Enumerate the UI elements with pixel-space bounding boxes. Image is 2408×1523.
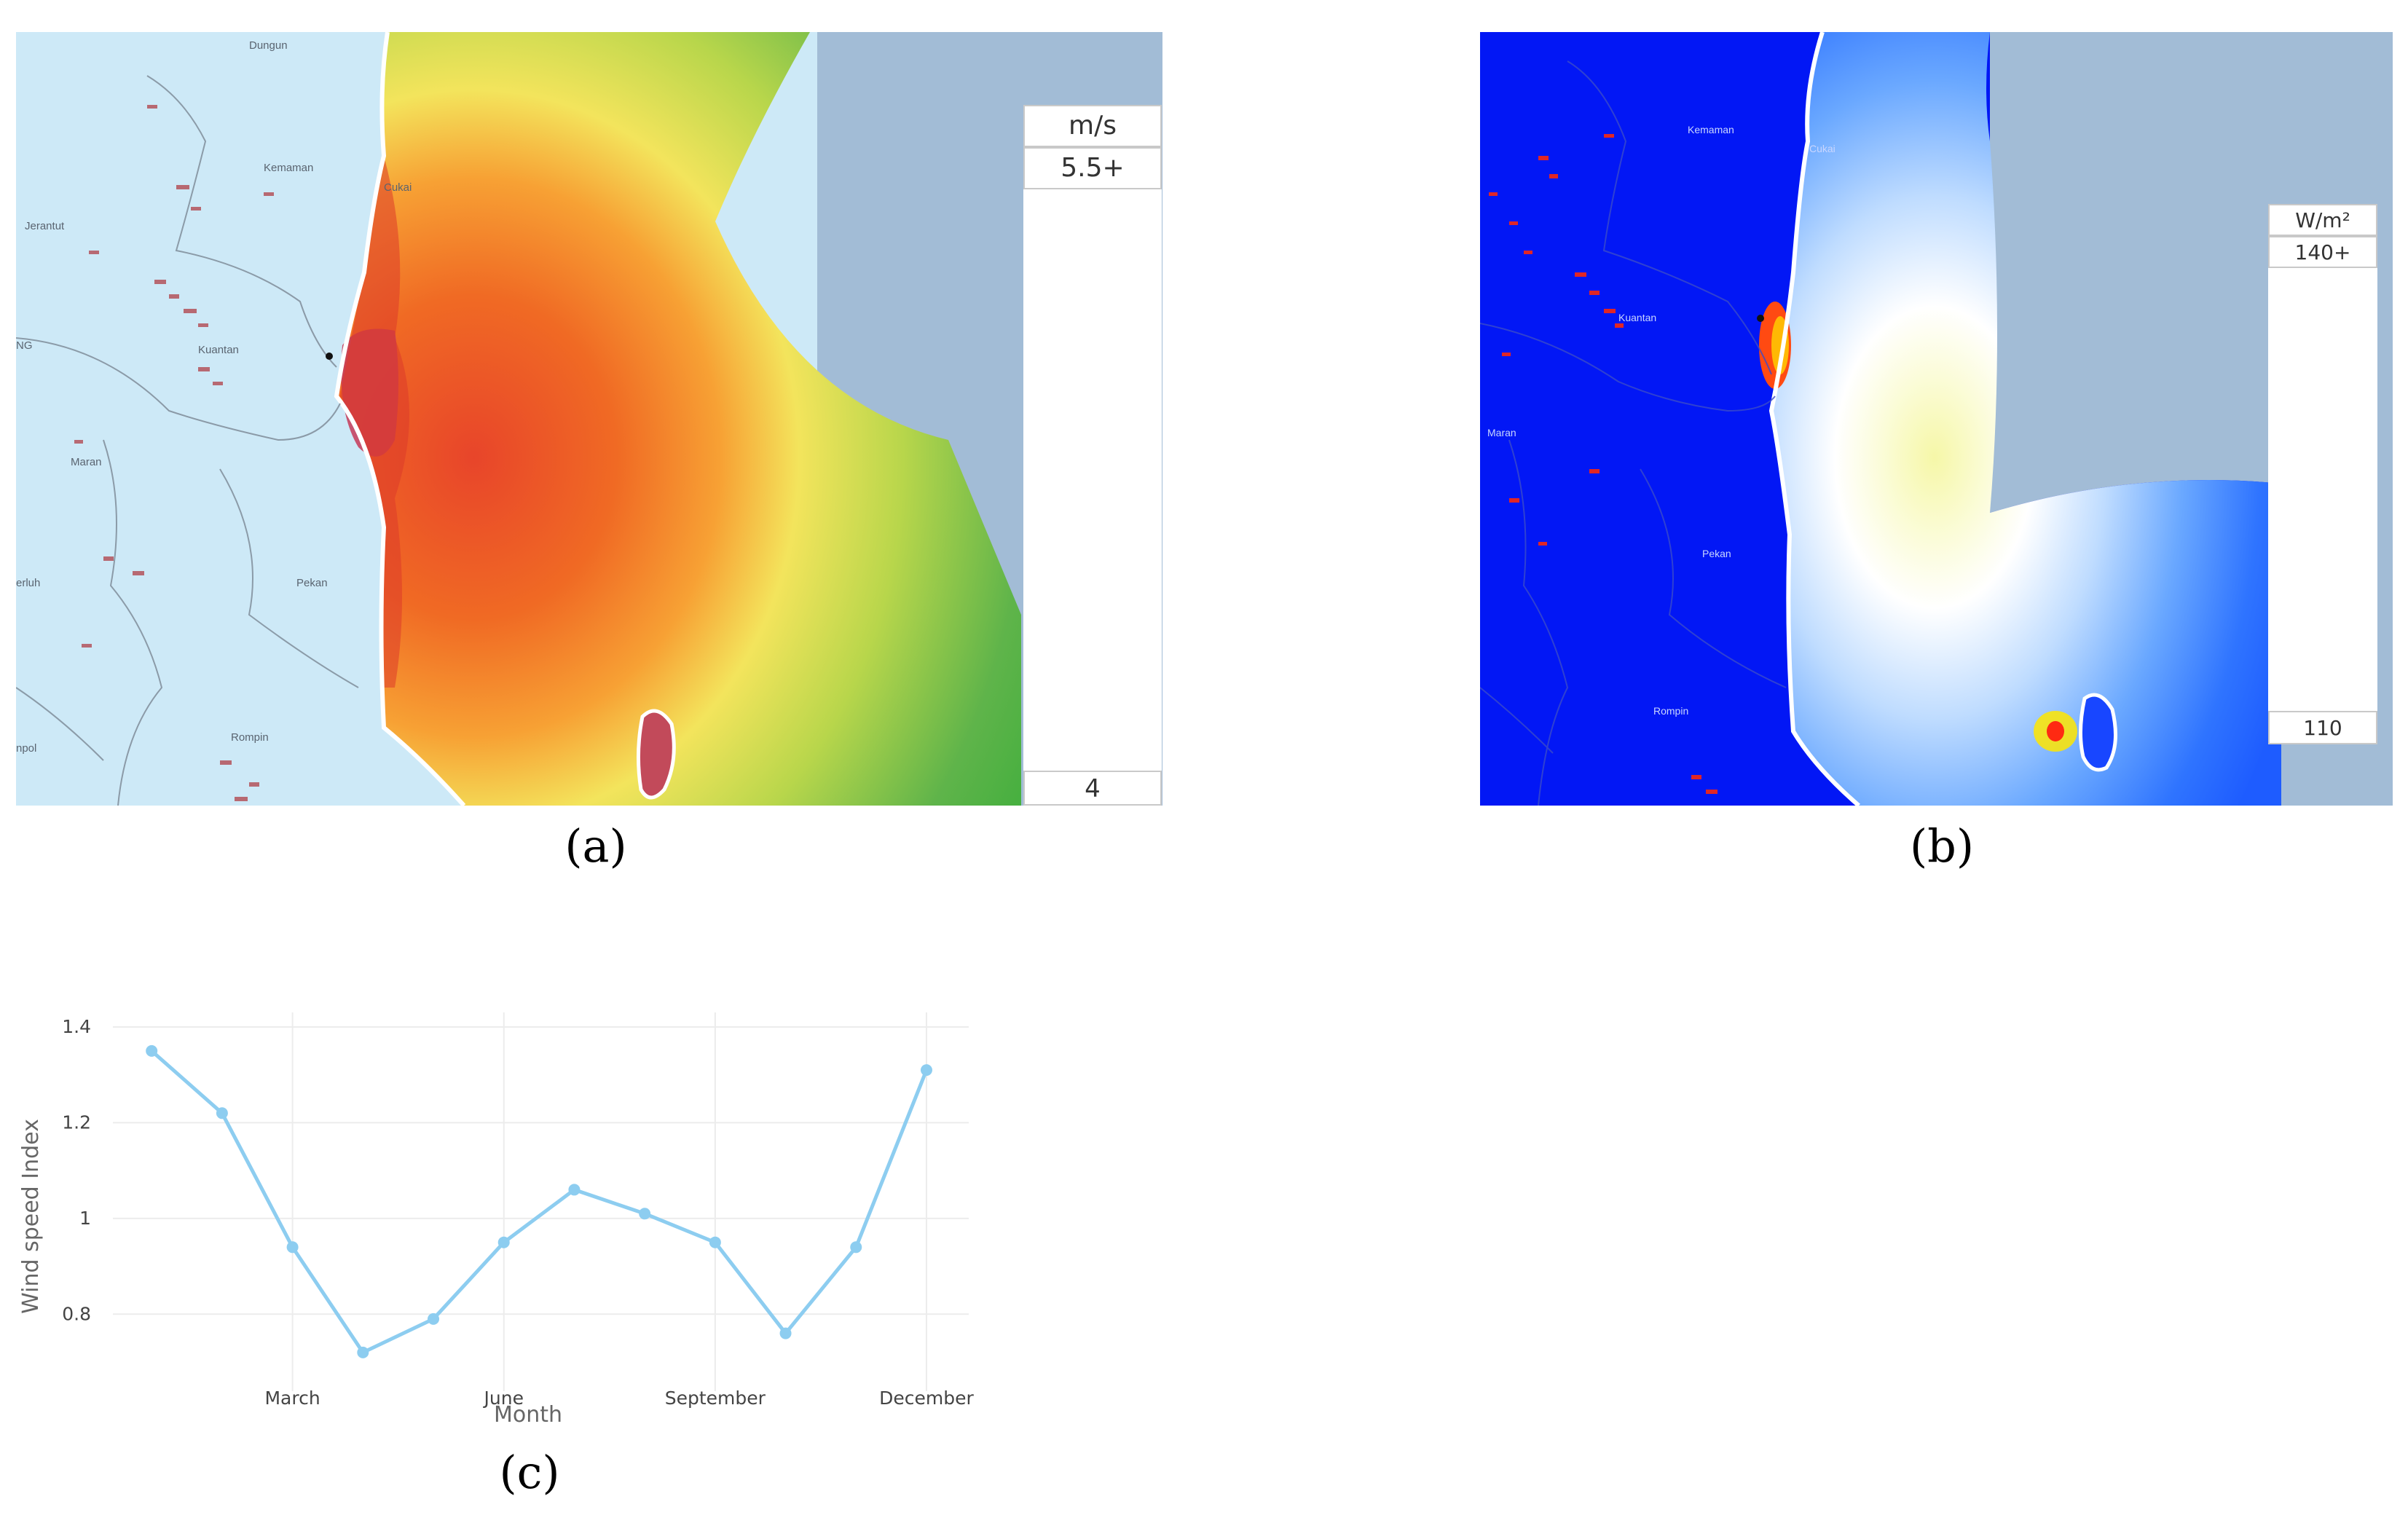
panel-a-caption: (a) <box>564 819 627 873</box>
wind-speed-index-chart: 0.8 1 1.2 1.4 March June September December Mon… <box>0 976 991 1442</box>
place-label: Rompin <box>231 731 269 744</box>
y-tick-label: 1.2 <box>62 1111 91 1133</box>
series-line <box>150 1049 929 1355</box>
x-tick-label: December <box>879 1388 974 1409</box>
place-label: NG <box>16 339 33 352</box>
x-tick-label: September <box>665 1388 766 1409</box>
chart-canvas: 0.8 1 1.2 1.4 March June September December Mon… <box>18 1012 975 1428</box>
place-label: Dungun <box>249 39 288 52</box>
place-label: npol <box>16 742 37 755</box>
place-label: Cukai <box>1809 143 1835 154</box>
kuantan-city-marker <box>326 353 333 360</box>
data-point <box>639 1208 651 1220</box>
power-density-legend: W/m² 140+ 110 <box>2268 204 2377 744</box>
place-label: Rompin <box>1653 705 1689 717</box>
place-label: Maran <box>1487 427 1516 438</box>
x-axis-title: Month <box>494 1402 562 1428</box>
y-tick-label: 1 <box>79 1208 91 1229</box>
place-label: Kemaman <box>1688 124 1734 135</box>
legend-unit: m/s <box>1023 105 1162 147</box>
place-label: Jerantut <box>25 220 65 232</box>
wind-power-density-map-canvas <box>1480 32 2393 806</box>
data-point <box>850 1241 862 1254</box>
kuantan-city-marker <box>1757 315 1764 322</box>
y-tick-label: 1.4 <box>62 1016 91 1037</box>
place-label: Kuantan <box>198 344 239 356</box>
legend-unit: W/m² <box>2268 204 2377 236</box>
legend-min-label: 110 <box>2268 711 2377 744</box>
data-point <box>568 1184 581 1196</box>
place-label: erluh <box>16 577 41 589</box>
data-point <box>286 1241 299 1254</box>
y-axis-title: Wind speed Index <box>18 1119 44 1314</box>
place-label: Pekan <box>296 577 328 589</box>
place-label: Cukai <box>384 181 412 194</box>
place-label: Kuantan <box>1618 312 1657 323</box>
y-tick-label: 0.8 <box>62 1303 91 1324</box>
wind-speed-map-canvas <box>16 32 1162 806</box>
legend-min-label: 4 <box>1023 771 1162 806</box>
data-point <box>709 1236 721 1248</box>
place-label: Pekan <box>1702 548 1731 559</box>
data-point <box>146 1044 158 1057</box>
data-point <box>497 1236 510 1248</box>
place-label: Maran <box>71 456 102 468</box>
data-point <box>779 1327 792 1339</box>
data-point <box>920 1064 932 1077</box>
legend-max-label: 140+ <box>2268 236 2377 268</box>
data-point <box>428 1313 440 1325</box>
data-point <box>357 1346 369 1358</box>
place-label: Kemaman <box>264 162 314 174</box>
wind-power-density-map: Kemaman Cukai Kuantan Maran Pekan Rompin… <box>1480 32 2393 806</box>
wind-speed-map: Dungun Kemaman Jerantut Cukai Kuantan NG… <box>16 32 1162 806</box>
panel-c-caption: (c) <box>499 1446 560 1499</box>
wind-speed-legend: m/s 5.5+ 4 <box>1023 105 1162 806</box>
panel-b-caption: (b) <box>1909 819 1975 873</box>
legend-max-label: 5.5+ <box>1023 147 1162 189</box>
x-tick-label: March <box>264 1388 320 1409</box>
x-tick-label: June <box>483 1388 524 1409</box>
data-point <box>216 1107 228 1119</box>
